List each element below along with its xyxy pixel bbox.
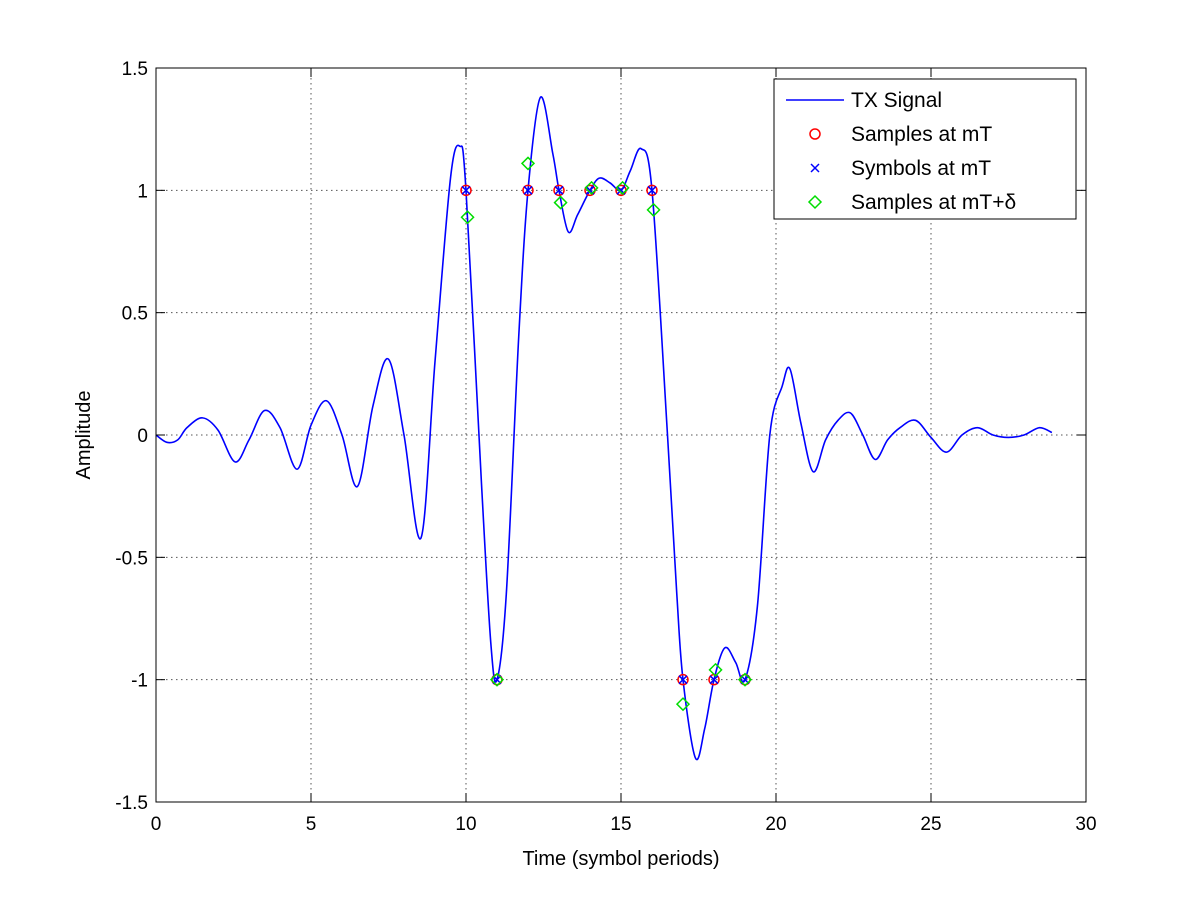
sample-delta-point	[489, 672, 505, 687]
sample-delta-point	[737, 672, 753, 687]
symbol-mt-point	[523, 185, 533, 195]
x-tick-label: 15	[610, 814, 631, 835]
symbol-mt-point	[678, 675, 688, 685]
sample-mt-point	[553, 184, 565, 197]
x-tick-label: 25	[920, 814, 941, 835]
legend-label: Symbols at mT	[851, 157, 991, 180]
y-tick-label: -1	[131, 671, 148, 692]
axis-ticks: 0 5 10 15 20 25 30 -1.5 -1 -0.5 0 0.5 1 1.5	[115, 59, 1096, 835]
x-tick-label: 0	[151, 814, 162, 835]
y-tick-label: -0.5	[115, 548, 148, 569]
x-tick-label: 20	[765, 814, 786, 835]
legend-label: Samples at mT+δ	[851, 191, 1016, 214]
x-tick-label: 5	[306, 814, 317, 835]
sample-mt-point	[677, 673, 689, 686]
x-axis-label: Time (symbol periods)	[522, 848, 719, 870]
legend-key-x	[810, 163, 820, 173]
legend-key-circle	[809, 128, 821, 140]
sample-delta-point	[584, 180, 599, 195]
y-tick-label: -1.5	[115, 793, 148, 814]
symbol-mt-point	[554, 185, 564, 195]
y-tick-label: 0.5	[122, 304, 148, 325]
plot-series	[155, 96, 1053, 761]
sample-delta-point	[708, 662, 723, 677]
legend-label: TX Signal	[851, 89, 942, 112]
sample-mt-point	[522, 184, 534, 197]
sample-delta-point	[615, 180, 630, 195]
sample-delta-point	[553, 195, 568, 210]
grid-lines	[156, 68, 1086, 802]
sample-delta-point	[520, 156, 536, 171]
sample-delta-point	[646, 202, 661, 217]
sample-delta-point	[675, 697, 691, 712]
sample-delta-point	[460, 210, 475, 225]
legend-key-diamond	[807, 194, 823, 210]
sample-mt-point	[460, 184, 472, 197]
legend-label: Samples at mT	[851, 123, 992, 146]
y-tick-label: 1	[137, 181, 148, 202]
x-tick-label: 10	[455, 814, 476, 835]
symbol-mt-point	[461, 185, 471, 195]
legend-box	[773, 78, 1077, 220]
sample-mt-point	[646, 184, 658, 197]
symbol-mt-point	[647, 185, 657, 195]
y-axis-label: Amplitude	[73, 391, 95, 480]
y-tick-label: 0	[137, 426, 148, 447]
symbol-mt-point	[709, 675, 719, 685]
chart-legend: TX Signal Samples at mT Symbols at mT Sampl…	[773, 78, 1077, 220]
x-tick-label: 30	[1075, 814, 1096, 835]
y-tick-label: 1.5	[122, 59, 148, 80]
